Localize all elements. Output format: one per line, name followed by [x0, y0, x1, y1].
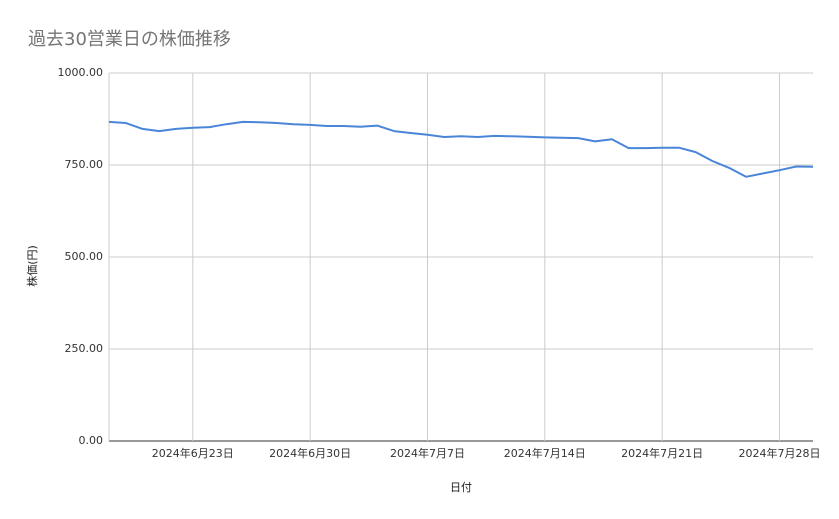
- x-tick-label: 2024年7月14日: [504, 446, 586, 460]
- y-tick-label: 1000.00: [58, 66, 104, 79]
- x-tick-label: 2024年7月28日: [738, 446, 820, 460]
- y-tick-label: 750.00: [65, 158, 104, 171]
- y-axis-title: 株価(円): [25, 245, 39, 287]
- x-axis-title: 日付: [450, 481, 472, 494]
- y-tick-label: 500.00: [65, 250, 104, 263]
- y-tick-label: 0.00: [79, 434, 104, 447]
- line: [108, 120, 814, 178]
- y-tick-label: 250.00: [65, 342, 104, 355]
- chart-title: 過去30営業日の株価推移: [28, 29, 231, 50]
- x-tick-label: 2024年7月7日: [390, 446, 465, 460]
- x-tick-label: 2024年6月30日: [269, 446, 351, 460]
- x-tick-label: 2024年7月21日: [621, 446, 703, 460]
- x-tick-label: 2024年6月23日: [152, 446, 234, 460]
